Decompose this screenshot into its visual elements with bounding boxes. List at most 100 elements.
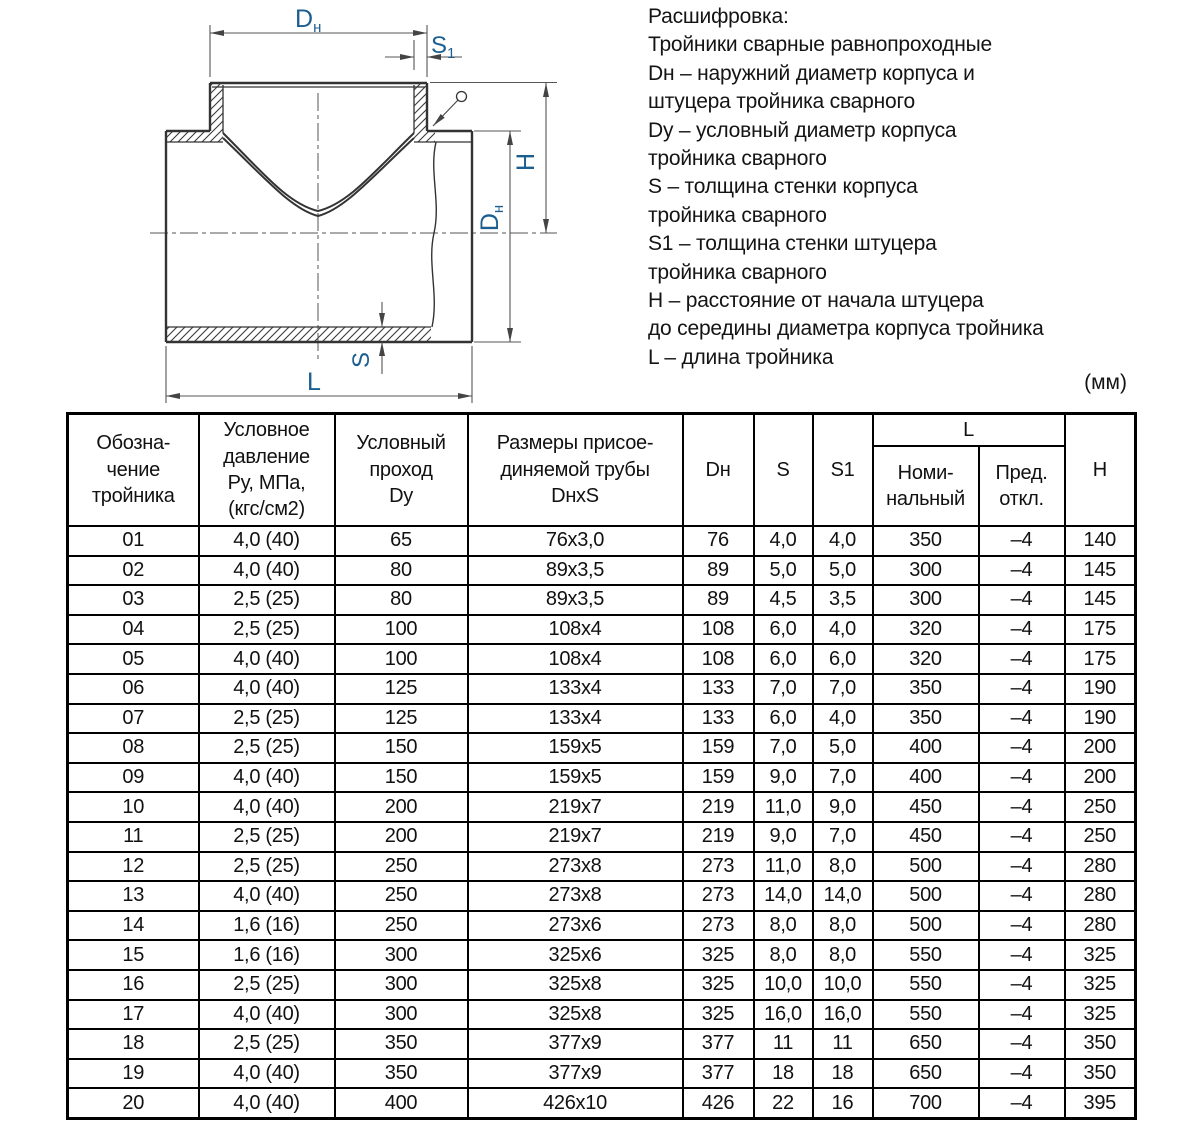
- table-cell: 4,0 (40): [197, 791, 336, 823]
- table-cell: 320: [871, 613, 980, 646]
- table-cell: 350: [871, 672, 980, 705]
- table-cell: –4: [977, 880, 1066, 912]
- table-cell: 350: [333, 1057, 469, 1090]
- table-cell: 150: [333, 732, 469, 764]
- table-cell: –4: [977, 1087, 1066, 1120]
- dimension-dn-top: Dн: [209, 5, 428, 77]
- col-h: H: [1063, 412, 1137, 527]
- table-cell: 273: [681, 850, 755, 883]
- table-cell: 200: [1063, 732, 1137, 764]
- table-cell: 140: [1063, 525, 1137, 557]
- tee-drawing: Dн S1 H Dн: [150, 5, 557, 403]
- centerlines: [150, 93, 557, 362]
- table-cell: 2,5 (25): [197, 968, 336, 1001]
- table-cell: 9,0: [811, 791, 874, 823]
- table-cell: 280: [1063, 909, 1137, 942]
- table-cell: 133: [681, 702, 755, 735]
- table-cell: 400: [871, 761, 980, 794]
- table-cell: 426x10: [466, 1087, 684, 1120]
- table-cell: 700: [871, 1087, 980, 1120]
- table-cell: 145: [1063, 554, 1137, 587]
- table-cell: 350: [333, 1028, 469, 1060]
- col-designation: Обозна- чение тройника: [66, 412, 200, 527]
- legend-line: S1 – толщина стенки штуцера: [648, 232, 937, 256]
- legend-line: Dy – условный диаметр корпуса: [648, 118, 957, 142]
- table-cell: 200: [333, 820, 469, 853]
- table-cell: 273x8: [466, 880, 684, 912]
- table-cell: 7,0: [811, 820, 874, 853]
- legend-line: тройника сварного: [648, 147, 827, 171]
- table-cell: 80: [333, 584, 469, 616]
- table-row: 01 4,0 (40) 65 76x3,0 76 4,0 4,0 350 –4 140: [66, 525, 1137, 557]
- table-row: 11 2,5 (25) 200 219x7 219 9,0 7,0 450 –4 250: [66, 820, 1137, 853]
- table-cell: 325: [1063, 939, 1137, 971]
- table-row: 04 2,5 (25) 100 108x4 108 6,0 4,0 320 –4 175: [66, 613, 1137, 646]
- table-row: 09 4,0 (40) 150 159x5 159 9,0 7,0 400 –4 200: [66, 761, 1137, 794]
- table-cell: 11,0: [752, 850, 814, 883]
- table-cell: 273: [681, 880, 755, 912]
- table-cell: 500: [871, 880, 980, 912]
- table-cell: 11: [811, 1028, 874, 1060]
- table-cell: 89x3,5: [466, 554, 684, 587]
- dimension-s1: S1: [385, 32, 462, 70]
- table-cell: 200: [1063, 761, 1137, 794]
- dimension-l: L: [165, 346, 473, 403]
- table-cell: –4: [977, 850, 1066, 883]
- legend-line: тройника сварного: [648, 203, 827, 227]
- weld-leader: [432, 90, 468, 127]
- table-cell: 11: [66, 820, 200, 853]
- table-cell: –4: [977, 820, 1066, 853]
- table-cell: 4,0 (40): [197, 672, 336, 705]
- table-cell: 4,0 (40): [197, 1087, 336, 1120]
- table-cell: 325: [1063, 998, 1137, 1031]
- table-cell: –4: [977, 613, 1066, 646]
- table-cell: 190: [1063, 702, 1137, 735]
- table-cell: 325: [681, 998, 755, 1031]
- table-cell: 76x3,0: [466, 525, 684, 557]
- table-cell: 219x7: [466, 791, 684, 823]
- table-cell: 250: [1063, 820, 1137, 853]
- table-cell: 133x4: [466, 702, 684, 735]
- col-s: S: [752, 412, 814, 527]
- table-cell: 5,0: [811, 554, 874, 587]
- table-cell: 11,0: [752, 791, 814, 823]
- table-cell: 377x9: [466, 1028, 684, 1060]
- table-cell: 325: [1063, 968, 1137, 1001]
- table-cell: 8,0: [811, 850, 874, 883]
- table-cell: 550: [871, 998, 980, 1031]
- table-cell: 300: [871, 554, 980, 587]
- table-row: 15 1,6 (16) 300 325x6 325 8,0 8,0 550 –4 325: [66, 939, 1137, 971]
- table-cell: 280: [1063, 880, 1137, 912]
- table-cell: 190: [1063, 672, 1137, 705]
- table-cell: 250: [333, 909, 469, 942]
- table-cell: 9,0: [752, 761, 814, 794]
- table-cell: 273: [681, 909, 755, 942]
- table-body: 01 4,0 (40) 65 76x3,0 76 4,0 4,0 350 –4 140 02 4,0 …: [66, 525, 1137, 1120]
- table-cell: 16,0: [811, 998, 874, 1031]
- table-cell: –4: [977, 554, 1066, 587]
- table-cell: 7,0: [752, 672, 814, 705]
- table-cell: 5,0: [752, 554, 814, 587]
- table-cell: 2,5 (25): [197, 1028, 336, 1060]
- table-cell: 08: [66, 732, 200, 764]
- table-cell: –4: [977, 1057, 1066, 1090]
- table-cell: –4: [977, 672, 1066, 705]
- table-cell: –4: [977, 939, 1066, 971]
- table-cell: 159: [681, 761, 755, 794]
- table-cell: 6,0: [752, 643, 814, 675]
- table-cell: 219x7: [466, 820, 684, 853]
- table-cell: 10,0: [752, 968, 814, 1001]
- table-cell: 6,0: [752, 702, 814, 735]
- table-row: 08 2,5 (25) 150 159x5 159 7,0 5,0 400 –4 200: [66, 732, 1137, 764]
- table-cell: 400: [871, 732, 980, 764]
- table-cell: 10: [66, 791, 200, 823]
- table-cell: 15: [66, 939, 200, 971]
- table-cell: 4,5: [752, 584, 814, 616]
- table-row: 02 4,0 (40) 80 89x3,5 89 5,0 5,0 300 –4 145: [66, 554, 1137, 587]
- table-cell: 300: [333, 968, 469, 1001]
- spec-table: Обозна- чение тройника Условное давление…: [66, 412, 1138, 1120]
- table-cell: 325: [681, 968, 755, 1001]
- legend-line: S – толщина стенки корпуса: [648, 175, 918, 199]
- table-cell: 350: [871, 525, 980, 557]
